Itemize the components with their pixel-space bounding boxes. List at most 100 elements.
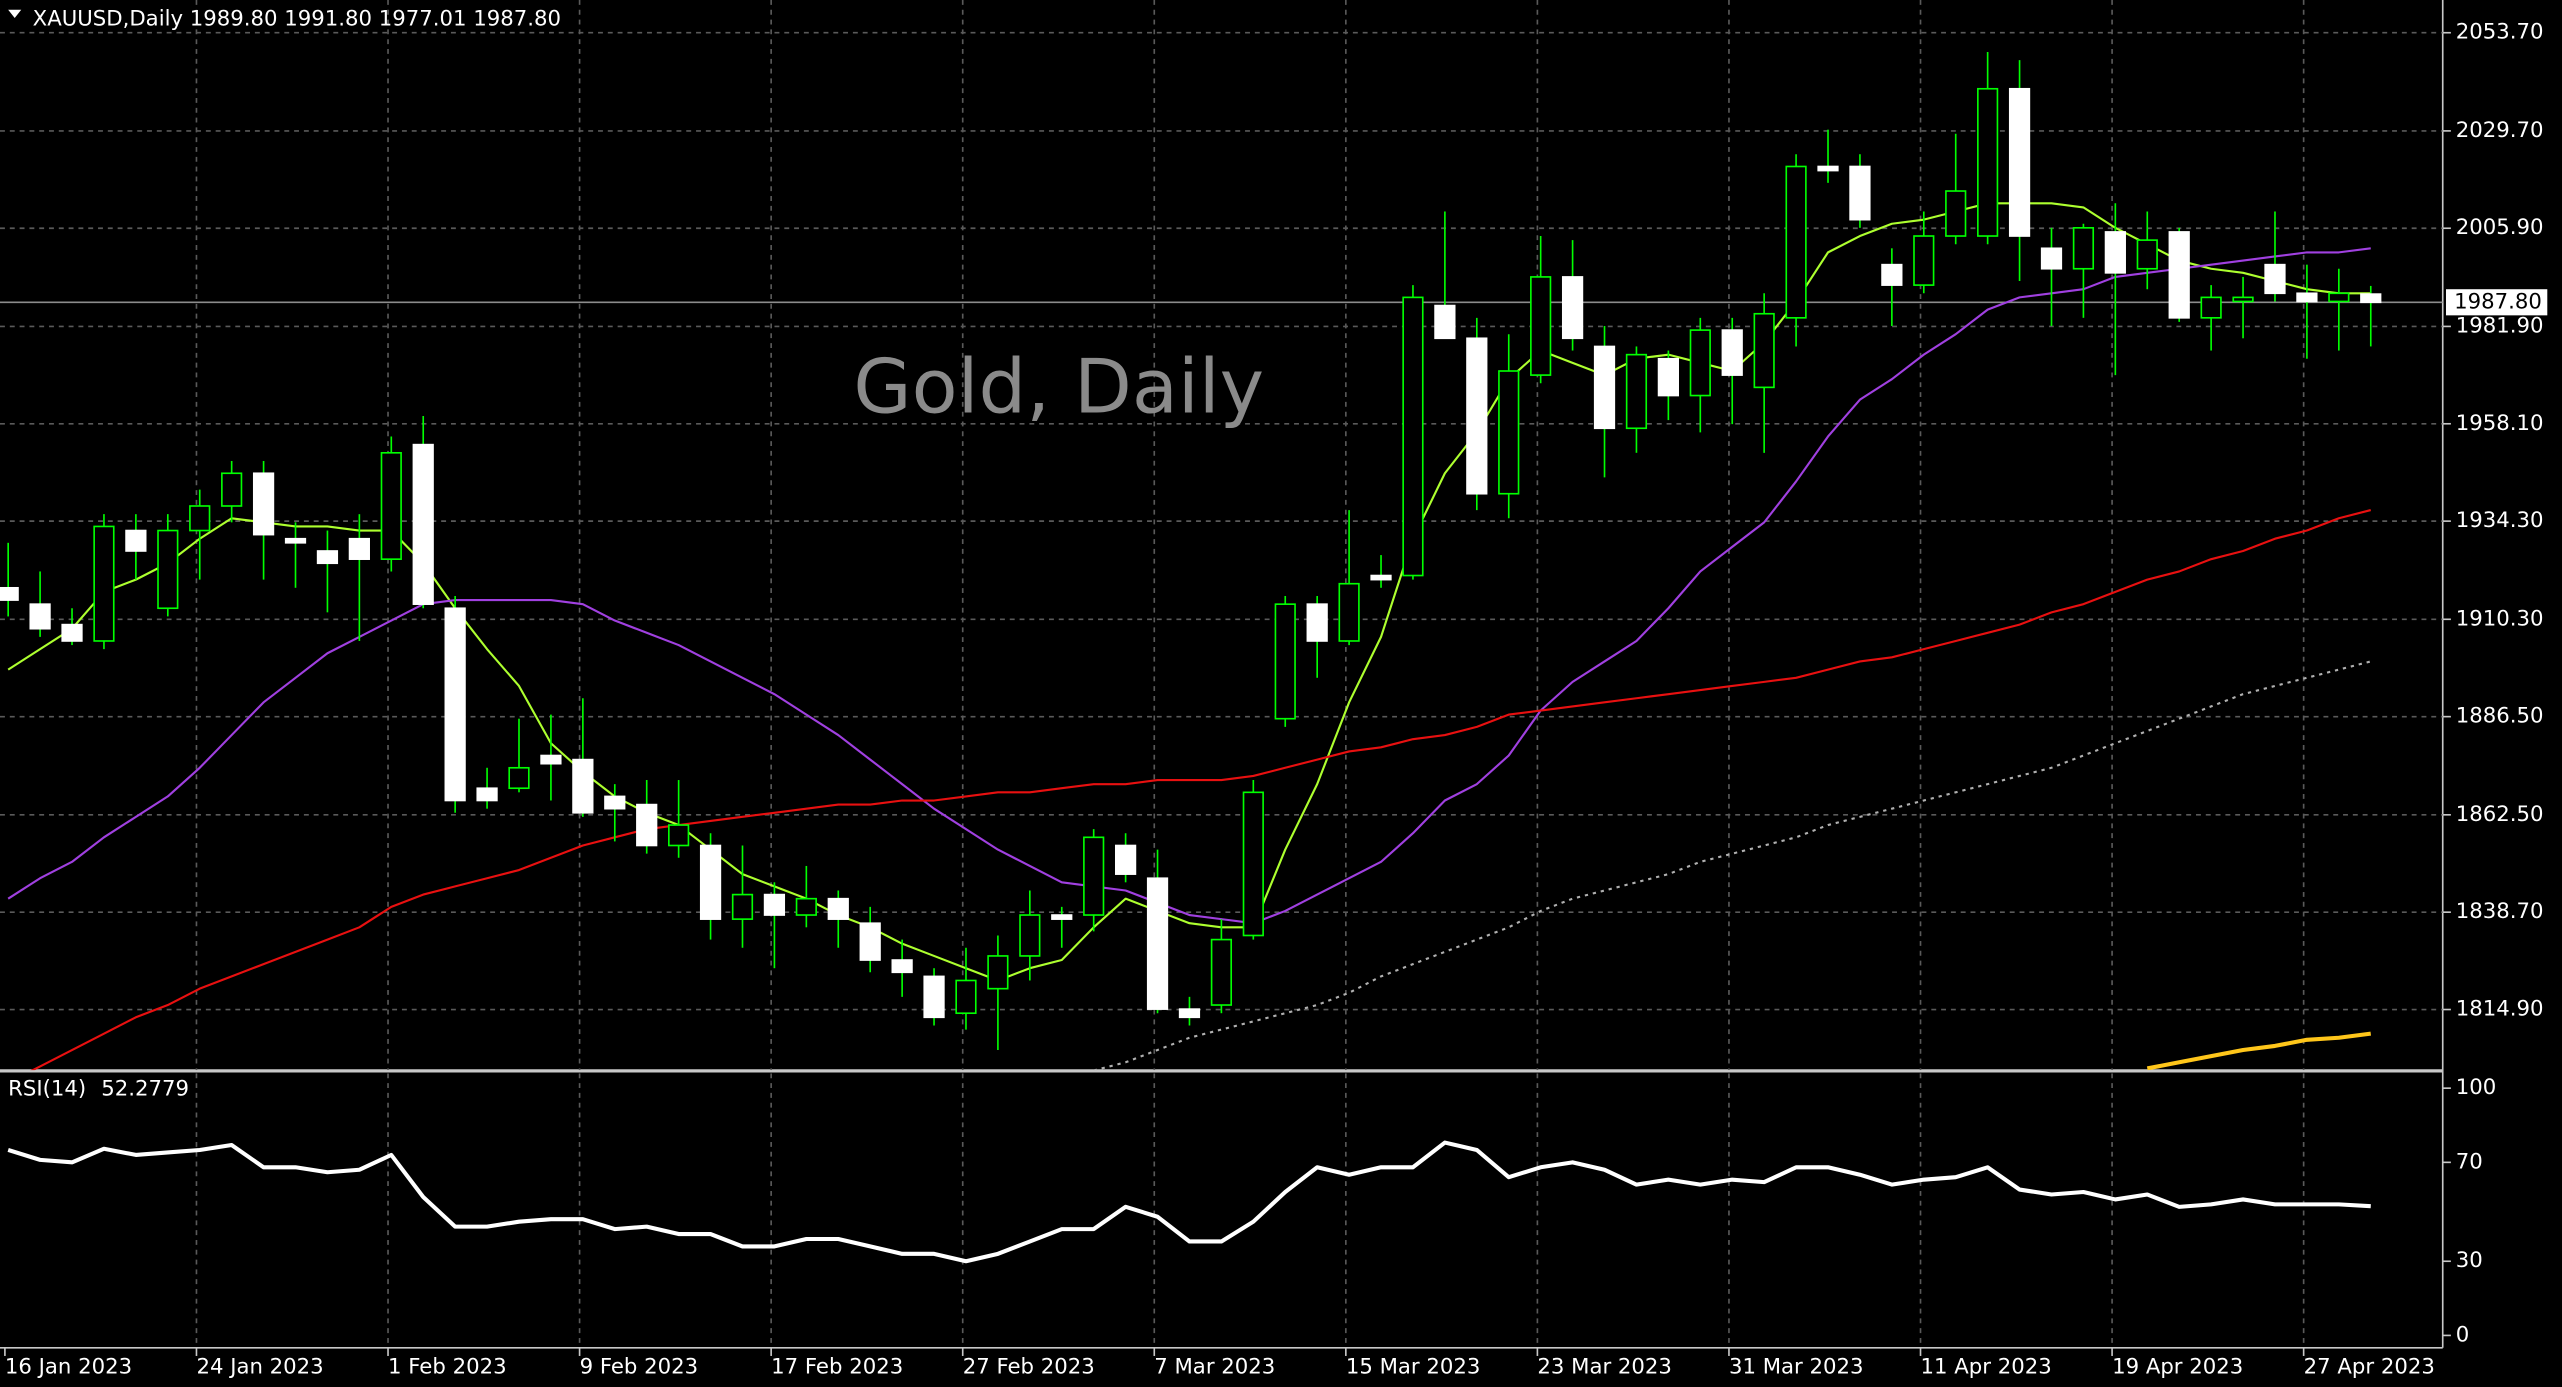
candle-body xyxy=(572,758,594,814)
moving-average xyxy=(7,202,2371,982)
candle-body xyxy=(1274,603,1296,720)
y-tick-label: 70 xyxy=(2456,1149,2483,1174)
y-tick-label: 1910.30 xyxy=(2456,606,2544,631)
candle-body xyxy=(540,754,562,765)
candle-body xyxy=(1849,165,1871,221)
candle-body xyxy=(1498,370,1520,495)
y-tick-label: 2005.90 xyxy=(2456,215,2544,240)
candle-body xyxy=(763,893,786,916)
candle-body xyxy=(1913,235,1935,286)
candle-body xyxy=(604,795,626,810)
candle-body xyxy=(987,955,1009,990)
y-tick-label: 1981.90 xyxy=(2456,313,2544,338)
candle-body xyxy=(316,550,339,565)
x-tick-label: 17 Feb 2023 xyxy=(771,1354,903,1379)
candle-body xyxy=(731,893,754,920)
candle-body xyxy=(1178,1008,1201,1019)
candle-body xyxy=(827,897,849,920)
candle-body xyxy=(1657,357,1679,397)
candle-body xyxy=(2168,231,2190,319)
candle-body xyxy=(2008,87,2031,237)
x-tick-label: 1 Feb 2023 xyxy=(388,1354,507,1379)
candle-body xyxy=(2136,239,2158,270)
moving-average xyxy=(1093,660,2372,1071)
candle-body xyxy=(636,803,658,847)
x-tick-label: 16 Jan 2023 xyxy=(5,1354,132,1379)
candle-body xyxy=(125,529,147,552)
candle-body xyxy=(221,472,243,507)
chart-title: XAUUSD,Daily 1989.80 1991.80 1977.01 198… xyxy=(33,7,561,32)
candle-body xyxy=(1051,914,1073,920)
candle-body xyxy=(795,897,817,916)
candle-body xyxy=(1146,877,1169,1010)
candle-body xyxy=(444,607,466,802)
candle-body xyxy=(2264,263,2286,295)
candle-body xyxy=(1625,353,1648,430)
candle-body xyxy=(1945,190,1967,237)
candle-body xyxy=(699,844,722,920)
moving-average xyxy=(7,247,2371,925)
candle-body xyxy=(1561,276,1584,340)
candle-body xyxy=(1019,914,1041,957)
candle-body xyxy=(61,623,83,642)
candle-body xyxy=(380,451,402,560)
candle-body xyxy=(2328,292,2350,303)
candle-body xyxy=(1402,296,1424,577)
candle-body xyxy=(1306,603,1328,642)
y-tick-label: 0 xyxy=(2456,1322,2470,1347)
y-tick-label: 1814.90 xyxy=(2456,997,2544,1022)
collapse-icon[interactable] xyxy=(8,9,22,18)
candle-body xyxy=(508,766,530,790)
candle-body xyxy=(1466,337,1488,495)
candle-body xyxy=(93,525,115,642)
candle-body xyxy=(1242,791,1264,937)
candle-body xyxy=(1593,345,1616,430)
candle-body xyxy=(859,922,881,961)
y-tick-label: 2053.70 xyxy=(2456,20,2544,45)
candle-body xyxy=(2200,296,2222,319)
candle-body xyxy=(2296,292,2318,303)
y-tick-label: 1862.50 xyxy=(2456,802,2544,827)
x-tick-label: 27 Feb 2023 xyxy=(963,1354,1095,1379)
rsi-panel xyxy=(7,1073,2371,1348)
candle-body xyxy=(189,505,211,532)
watermark: Gold, Daily xyxy=(853,343,1264,431)
y-tick-label: 1934.30 xyxy=(2456,508,2544,533)
rsi-value: 52.2779 xyxy=(101,1077,189,1102)
y-tick-label: 1886.50 xyxy=(2456,704,2544,729)
x-tick-label: 23 Mar 2023 xyxy=(1537,1354,1672,1379)
candle-body xyxy=(1753,312,1775,389)
x-tick-label: 24 Jan 2023 xyxy=(196,1354,323,1379)
candle-body xyxy=(891,959,913,974)
y-tick-label: 1958.10 xyxy=(2456,411,2544,436)
candle-body xyxy=(1977,87,1999,237)
candle-body xyxy=(348,537,370,560)
candle-body xyxy=(1817,165,1839,172)
candle-body xyxy=(1530,276,1552,376)
candle-body xyxy=(157,529,179,610)
candle-body xyxy=(476,787,498,802)
last-price-box xyxy=(2445,289,2548,316)
price-panel xyxy=(0,0,2443,1071)
y-tick-label: 1838.70 xyxy=(2456,899,2544,924)
x-tick-label: 9 Feb 2023 xyxy=(580,1354,699,1379)
candle-body xyxy=(2104,231,2126,274)
candle-body xyxy=(2040,247,2063,270)
candle-body xyxy=(252,472,275,536)
moving-average xyxy=(30,509,2372,1071)
candle-body xyxy=(1434,304,1456,340)
candle-body xyxy=(412,443,434,605)
x-tick-label: 31 Mar 2023 xyxy=(1729,1354,1864,1379)
x-tick-label: 27 Apr 2023 xyxy=(2304,1354,2435,1379)
candle-body xyxy=(1785,165,1807,319)
candle-body xyxy=(923,975,945,1019)
candle-body xyxy=(2072,227,2095,270)
candle-body xyxy=(1083,836,1105,916)
candle-body xyxy=(29,603,51,630)
candle-body xyxy=(284,537,307,544)
axes: 16 Jan 2023 24 Jan 2023 1 Feb 2023 9 Feb 20… xyxy=(4,20,2548,1379)
last-price-label: 1987.80 xyxy=(2454,289,2542,314)
y-tick-label: 30 xyxy=(2456,1248,2483,1273)
candle-body xyxy=(0,586,19,601)
